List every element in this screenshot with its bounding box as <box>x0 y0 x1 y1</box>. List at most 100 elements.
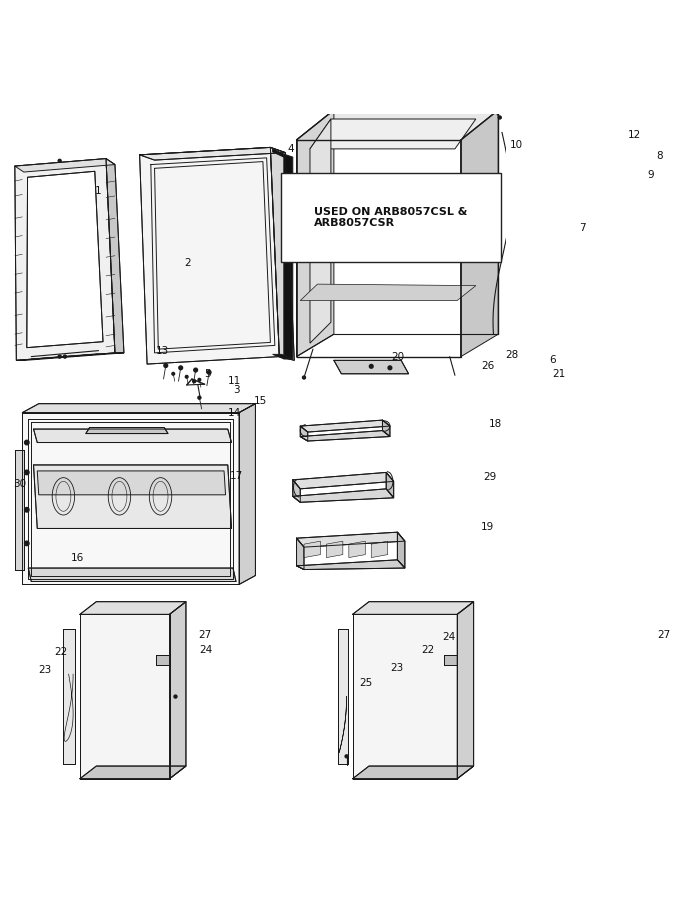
Polygon shape <box>273 148 284 157</box>
Polygon shape <box>300 430 390 441</box>
Text: 1: 1 <box>95 185 101 195</box>
Polygon shape <box>293 489 394 502</box>
Circle shape <box>179 366 182 370</box>
Text: 30: 30 <box>14 479 26 489</box>
Polygon shape <box>300 420 390 432</box>
Polygon shape <box>300 239 476 256</box>
Polygon shape <box>327 541 343 558</box>
Polygon shape <box>398 532 405 568</box>
Text: 9: 9 <box>648 170 654 180</box>
Polygon shape <box>300 284 476 301</box>
Polygon shape <box>34 429 232 443</box>
Polygon shape <box>27 171 103 347</box>
Text: 10: 10 <box>510 140 522 150</box>
Text: 23: 23 <box>38 665 51 675</box>
Polygon shape <box>15 158 115 172</box>
Circle shape <box>24 440 29 445</box>
Text: 15: 15 <box>254 396 267 407</box>
Text: 11: 11 <box>227 375 241 385</box>
Text: 28: 28 <box>506 350 519 360</box>
Circle shape <box>351 95 354 98</box>
Text: 20: 20 <box>392 352 404 362</box>
Polygon shape <box>34 465 232 528</box>
Polygon shape <box>293 472 394 489</box>
Polygon shape <box>296 560 405 570</box>
Polygon shape <box>304 541 321 558</box>
Polygon shape <box>352 766 474 778</box>
Polygon shape <box>86 428 168 434</box>
Polygon shape <box>371 541 387 558</box>
Text: 3: 3 <box>233 385 240 395</box>
Text: 26: 26 <box>481 361 494 372</box>
Text: 4: 4 <box>288 144 294 154</box>
Polygon shape <box>310 119 476 148</box>
Text: 5: 5 <box>204 369 211 379</box>
Circle shape <box>198 378 200 381</box>
Circle shape <box>345 755 348 758</box>
Polygon shape <box>239 404 255 584</box>
Polygon shape <box>273 355 293 359</box>
Polygon shape <box>37 471 225 495</box>
Text: 16: 16 <box>71 554 84 563</box>
Text: 13: 13 <box>156 346 169 356</box>
Polygon shape <box>63 629 75 764</box>
Polygon shape <box>454 98 502 107</box>
Polygon shape <box>443 655 457 665</box>
Polygon shape <box>300 426 308 441</box>
Text: 17: 17 <box>230 472 243 482</box>
Polygon shape <box>15 158 115 360</box>
Polygon shape <box>140 148 279 364</box>
Circle shape <box>498 116 502 119</box>
Circle shape <box>194 368 198 372</box>
Polygon shape <box>293 480 300 502</box>
Circle shape <box>198 396 201 400</box>
Polygon shape <box>334 360 408 373</box>
Polygon shape <box>80 602 186 615</box>
Circle shape <box>58 356 61 358</box>
Circle shape <box>388 366 391 370</box>
Text: 8: 8 <box>657 150 664 160</box>
Polygon shape <box>284 154 293 359</box>
Circle shape <box>164 364 167 367</box>
Circle shape <box>174 695 177 698</box>
Polygon shape <box>169 602 186 778</box>
Circle shape <box>58 159 61 162</box>
Circle shape <box>192 380 196 382</box>
Polygon shape <box>349 541 365 558</box>
Polygon shape <box>22 404 255 412</box>
Polygon shape <box>80 766 186 778</box>
Polygon shape <box>461 110 498 356</box>
Text: 24: 24 <box>199 645 213 655</box>
Polygon shape <box>352 615 457 778</box>
Text: 24: 24 <box>442 632 456 642</box>
Polygon shape <box>271 148 294 360</box>
Polygon shape <box>300 194 476 211</box>
Text: 22: 22 <box>421 645 435 655</box>
Polygon shape <box>296 532 405 547</box>
Circle shape <box>172 373 175 375</box>
Text: 18: 18 <box>489 418 502 428</box>
Circle shape <box>24 470 29 474</box>
Text: 27: 27 <box>657 630 671 640</box>
Polygon shape <box>156 655 169 665</box>
Text: 25: 25 <box>359 678 373 688</box>
Polygon shape <box>296 110 498 140</box>
Text: 27: 27 <box>198 630 211 640</box>
Circle shape <box>207 371 211 374</box>
Text: USED ON ARB8057CSL &
ARB8057CSR: USED ON ARB8057CSL & ARB8057CSR <box>314 207 468 229</box>
Polygon shape <box>296 538 304 570</box>
Circle shape <box>24 541 29 545</box>
Circle shape <box>186 375 188 378</box>
Text: 22: 22 <box>55 647 68 657</box>
Circle shape <box>24 508 29 512</box>
Text: 6: 6 <box>549 355 556 365</box>
Polygon shape <box>22 412 239 584</box>
Polygon shape <box>296 110 334 356</box>
Circle shape <box>302 376 306 379</box>
Polygon shape <box>28 568 236 581</box>
Polygon shape <box>140 148 286 160</box>
Polygon shape <box>80 615 169 778</box>
Polygon shape <box>383 420 390 436</box>
Text: 21: 21 <box>552 369 566 379</box>
Polygon shape <box>352 602 474 615</box>
